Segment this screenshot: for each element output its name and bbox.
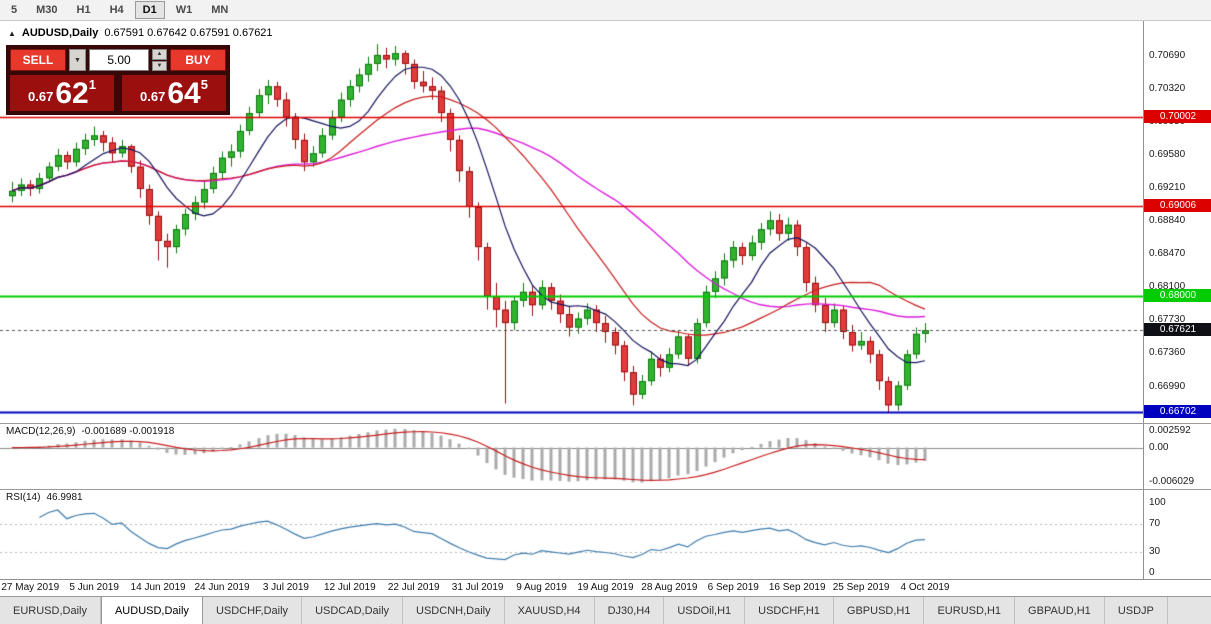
symbol-label: AUDUSD,Daily bbox=[22, 27, 98, 39]
date-axis-label: 5 Jun 2019 bbox=[60, 582, 128, 593]
date-axis[interactable]: 27 May 20195 Jun 201914 Jun 201924 Jun 2… bbox=[0, 579, 1211, 596]
price-axis-label: 0.68840 bbox=[1149, 215, 1185, 226]
buy-button[interactable]: BUY bbox=[170, 49, 226, 71]
trade-price-row: 0.67 62 1 0.67 64 5 bbox=[10, 75, 226, 111]
timeframe-button-m30[interactable]: M30 bbox=[28, 1, 65, 19]
price-level-flag: 0.66702 bbox=[1144, 405, 1211, 418]
price-level-flag: 0.69006 bbox=[1144, 199, 1211, 212]
date-axis-label: 4 Oct 2019 bbox=[891, 582, 959, 593]
timeframe-button-w1[interactable]: W1 bbox=[168, 1, 201, 19]
ohlc-values: 0.67591 0.67642 0.67591 0.67621 bbox=[104, 27, 272, 39]
price-axis-label: 0.67360 bbox=[1149, 347, 1185, 358]
chart-window: 0.706900.703200.699500.695800.692100.688… bbox=[0, 21, 1211, 596]
sell-price-pip-digit: 1 bbox=[89, 77, 96, 92]
rsi-indicator-canvas[interactable] bbox=[0, 489, 1143, 579]
chart-tab-usdcad-daily[interactable]: USDCAD,Daily bbox=[302, 597, 403, 624]
pane-separator-rsi[interactable] bbox=[0, 489, 1211, 490]
macd-axis-label: 0.002592 bbox=[1149, 425, 1191, 436]
chart-tab-usdchf-daily[interactable]: USDCHF,Daily bbox=[203, 597, 302, 624]
chart-tab-usdjp[interactable]: USDJP bbox=[1105, 597, 1168, 624]
macd-name: MACD(12,26,9) bbox=[6, 426, 75, 437]
volume-decrease-button[interactable]: ▼ bbox=[152, 61, 167, 72]
chart-tab-dj30-h4[interactable]: DJ30,H4 bbox=[595, 597, 665, 624]
sell-price-big-digits: 62 bbox=[55, 80, 88, 108]
trade-controls-row: SELL ▼ ▲ ▼ BUY bbox=[10, 49, 226, 71]
chart-symbol-header: ▲ AUDUSD,Daily 0.67591 0.67642 0.67591 0… bbox=[8, 27, 273, 39]
chart-tab-gbpaud-h1[interactable]: GBPAUD,H1 bbox=[1015, 597, 1105, 624]
rsi-label: RSI(14) 46.9981 bbox=[6, 492, 83, 503]
date-axis-label: 6 Sep 2019 bbox=[699, 582, 767, 593]
macd-axis-label: -0.006029 bbox=[1149, 476, 1194, 487]
volume-dropdown-button[interactable]: ▼ bbox=[69, 49, 86, 71]
chart-tab-xauusd-h4[interactable]: XAUUSD,H4 bbox=[505, 597, 595, 624]
date-axis-label: 27 May 2019 bbox=[0, 582, 64, 593]
price-axis[interactable]: 0.706900.703200.699500.695800.692100.688… bbox=[1143, 21, 1211, 579]
price-axis-label: 0.66990 bbox=[1149, 381, 1185, 392]
date-axis-label: 25 Sep 2019 bbox=[827, 582, 895, 593]
volume-spinner: ▲ ▼ bbox=[152, 49, 167, 71]
chart-tab-usdcnh-daily[interactable]: USDCNH,Daily bbox=[403, 597, 505, 624]
chart-tab-gbpusd-h1[interactable]: GBPUSD,H1 bbox=[834, 597, 925, 624]
date-axis-label: 24 Jun 2019 bbox=[188, 582, 256, 593]
date-axis-label: 3 Jul 2019 bbox=[252, 582, 320, 593]
macd-label: MACD(12,26,9) -0.001689 -0.001918 bbox=[6, 426, 174, 437]
rsi-axis-label: 0 bbox=[1149, 567, 1155, 578]
date-axis-label: 22 Jul 2019 bbox=[380, 582, 448, 593]
price-axis-label: 0.70690 bbox=[1149, 50, 1185, 61]
rsi-value: 46.9981 bbox=[46, 492, 82, 503]
price-level-flag: 0.70002 bbox=[1144, 110, 1211, 123]
rsi-axis-label: 70 bbox=[1149, 518, 1160, 529]
volume-input[interactable] bbox=[89, 49, 149, 71]
sell-price-display[interactable]: 0.67 62 1 bbox=[10, 75, 114, 111]
buy-price-big-digits: 64 bbox=[167, 80, 200, 108]
buy-price-prefix: 0.67 bbox=[140, 89, 165, 104]
timeframe-button-d1[interactable]: D1 bbox=[135, 1, 165, 19]
rsi-axis-label: 30 bbox=[1149, 546, 1160, 557]
timeframe-toolbar: 5M30H1H4D1W1MN bbox=[0, 0, 1211, 21]
volume-increase-button[interactable]: ▲ bbox=[152, 49, 167, 60]
date-axis-label: 19 Aug 2019 bbox=[571, 582, 639, 593]
chart-tab-eurusd-h1[interactable]: EURUSD,H1 bbox=[924, 597, 1015, 624]
date-axis-label: 9 Aug 2019 bbox=[508, 582, 576, 593]
price-axis-label: 0.69580 bbox=[1149, 149, 1185, 160]
date-axis-label: 16 Sep 2019 bbox=[763, 582, 831, 593]
date-axis-label: 31 Jul 2019 bbox=[444, 582, 512, 593]
macd-values: -0.001689 -0.001918 bbox=[81, 426, 174, 437]
rsi-axis-label: 100 bbox=[1149, 497, 1166, 508]
sell-price-prefix: 0.67 bbox=[28, 89, 53, 104]
chart-tab-eurusd-daily[interactable]: EURUSD,Daily bbox=[0, 597, 101, 624]
buy-price-pip-digit: 5 bbox=[201, 77, 208, 92]
rsi-name: RSI(14) bbox=[6, 492, 40, 503]
macd-axis-label: 0.00 bbox=[1149, 442, 1168, 453]
date-axis-label: 28 Aug 2019 bbox=[635, 582, 703, 593]
one-click-trading-panel: SELL ▼ ▲ ▼ BUY 0.67 62 1 0.67 bbox=[6, 45, 230, 115]
price-axis-label: 0.68470 bbox=[1149, 248, 1185, 259]
timeframe-button-h4[interactable]: H4 bbox=[102, 1, 132, 19]
trading-terminal-window: 5M30H1H4D1W1MN 0.706900.703200.699500.69… bbox=[0, 0, 1211, 622]
timeframe-button-5[interactable]: 5 bbox=[3, 1, 25, 19]
chart-tab-bar: EURUSD,DailyAUDUSD,DailyUSDCHF,DailyUSDC… bbox=[0, 596, 1211, 624]
chart-tab-usdchf-h1[interactable]: USDCHF,H1 bbox=[745, 597, 834, 624]
date-axis-label: 14 Jun 2019 bbox=[124, 582, 192, 593]
buy-price-display[interactable]: 0.67 64 5 bbox=[122, 75, 226, 111]
sell-button[interactable]: SELL bbox=[10, 49, 66, 71]
price-axis-label: 0.70320 bbox=[1149, 83, 1185, 94]
timeframe-button-h1[interactable]: H1 bbox=[69, 1, 99, 19]
current-price-flag: 0.67621 bbox=[1144, 323, 1211, 336]
price-axis-label: 0.69210 bbox=[1149, 182, 1185, 193]
price-level-flag: 0.68000 bbox=[1144, 289, 1211, 302]
chart-tab-usdoil-h1[interactable]: USDOil,H1 bbox=[664, 597, 745, 624]
timeframe-button-mn[interactable]: MN bbox=[203, 1, 236, 19]
chart-icon: ▲ bbox=[8, 29, 16, 38]
pane-separator-macd[interactable] bbox=[0, 423, 1211, 424]
date-axis-label: 12 Jul 2019 bbox=[316, 582, 384, 593]
chevron-down-icon: ▼ bbox=[74, 57, 81, 64]
chart-tab-audusd-daily[interactable]: AUDUSD,Daily bbox=[101, 597, 203, 624]
